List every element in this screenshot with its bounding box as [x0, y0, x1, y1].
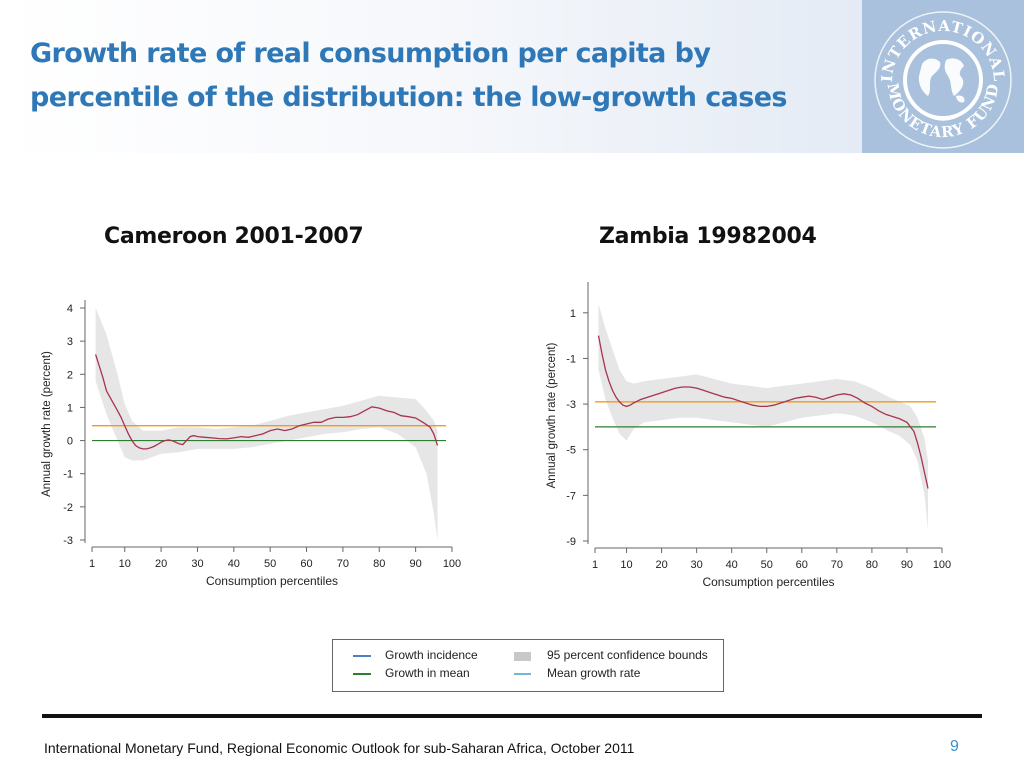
zambia-y-tick-label: -1: [566, 353, 576, 365]
chart-title-zambia: Zambia 19982004: [599, 224, 817, 249]
imf-logo: INTERNATIONAL MONETARY FUND: [862, 0, 1024, 153]
globe-icon: [918, 58, 965, 103]
zambia-growth-incidence-line: [597, 335, 929, 489]
cameroon-y-tick-label: 2: [67, 369, 73, 381]
legend-swatch-confidence-bounds: [514, 652, 531, 661]
cameroon-x-tick-label: 1: [89, 558, 95, 570]
header-banner: Growth rate of real consumption per capi…: [0, 0, 1024, 153]
cameroon-y-axis-label: Annual growth rate (percent): [41, 351, 53, 497]
legend-swatch-growth-in-mean: [353, 673, 371, 675]
chart-title-cameroon: Cameroon 2001-2007: [104, 224, 364, 249]
zambia-x-tick-label: 90: [901, 559, 913, 571]
zambia-x-tick-label: 100: [933, 559, 951, 571]
cameroon-confidence-band: [95, 308, 438, 540]
cameroon-y-tick-label: -2: [63, 502, 73, 514]
zambia-x-tick-label: 80: [866, 559, 878, 571]
chart-legend: Growth incidence Growth in mean 95 perce…: [332, 639, 724, 692]
cameroon-y-tick-label: 3: [67, 336, 73, 348]
cameroon-y-tick-label: -3: [63, 535, 73, 547]
cameroon-x-tick-label: 100: [443, 558, 461, 570]
chart-zambia: 1 -1 -3 -5 -7 -9 1 10 20 30 40 50 60 70 80 90 100 Consump…: [546, 282, 951, 589]
legend-swatch-growth-incidence: [353, 655, 371, 657]
zambia-y-tick-label: 1: [570, 308, 576, 320]
cameroon-y-tick-label: 1: [67, 402, 73, 414]
cameroon-growth-incidence-line: [94, 354, 439, 450]
cameroon-y-tick-label: 4: [67, 303, 73, 315]
cameroon-x-tick-label: 10: [119, 558, 131, 570]
cameroon-y-tick-label: -1: [63, 469, 73, 481]
page-title: Growth rate of real consumption per capi…: [30, 32, 810, 120]
footer-source: International Monetary Fund, Regional Ec…: [44, 740, 635, 756]
zambia-x-tick-label: 10: [620, 559, 632, 571]
page-number: 9: [950, 738, 959, 755]
footer-divider: [42, 714, 982, 718]
zambia-x-tick-label: 60: [796, 559, 808, 571]
cameroon-x-tick-label: 30: [191, 558, 203, 570]
zambia-confidence-band: [598, 303, 928, 530]
page-title-line-1: Growth rate of real consumption per capi…: [30, 38, 711, 69]
zambia-x-tick-label: 1: [592, 559, 598, 571]
cameroon-x-tick-label: 80: [373, 558, 385, 570]
zambia-x-tick-label: 30: [691, 559, 703, 571]
cameroon-x-tick-label: 60: [300, 558, 312, 570]
zambia-x-tick-label: 40: [726, 559, 738, 571]
legend-label-growth-in-mean: Growth in mean: [385, 666, 470, 680]
zambia-y-axis-label: Annual growth rate (percent): [546, 342, 558, 488]
zambia-y-tick-label: -3: [566, 399, 576, 411]
zambia-y-tick-label: -7: [566, 490, 576, 502]
legend-label-mean-growth-rate: Mean growth rate: [547, 666, 641, 680]
cameroon-x-tick-label: 50: [264, 558, 276, 570]
cameroon-x-tick-label: 20: [155, 558, 167, 570]
zambia-x-axis-label: Consumption percentiles: [702, 575, 834, 589]
legend-swatch-mean-growth-rate: [514, 673, 531, 675]
zambia-x-tick-label: 50: [761, 559, 773, 571]
legend-label-growth-incidence: Growth incidence: [385, 648, 478, 662]
page-title-line-2: percentile of the distribution: the low-…: [30, 82, 788, 113]
cameroon-x-tick-label: 90: [410, 558, 422, 570]
cameroon-x-tick-label: 70: [337, 558, 349, 570]
cameroon-y-tick-label: 0: [67, 436, 73, 448]
cameroon-x-axis-label: Consumption percentiles: [206, 574, 338, 588]
zambia-x-tick-label: 20: [655, 559, 667, 571]
zambia-x-tick-label: 70: [831, 559, 843, 571]
cameroon-x-tick-label: 40: [228, 558, 240, 570]
zambia-y-tick-label: -9: [566, 536, 576, 548]
olive-branch-icon: [911, 99, 975, 121]
legend-label-confidence-bounds: 95 percent confidence bounds: [547, 648, 708, 662]
zambia-y-tick-label: -5: [566, 445, 576, 457]
